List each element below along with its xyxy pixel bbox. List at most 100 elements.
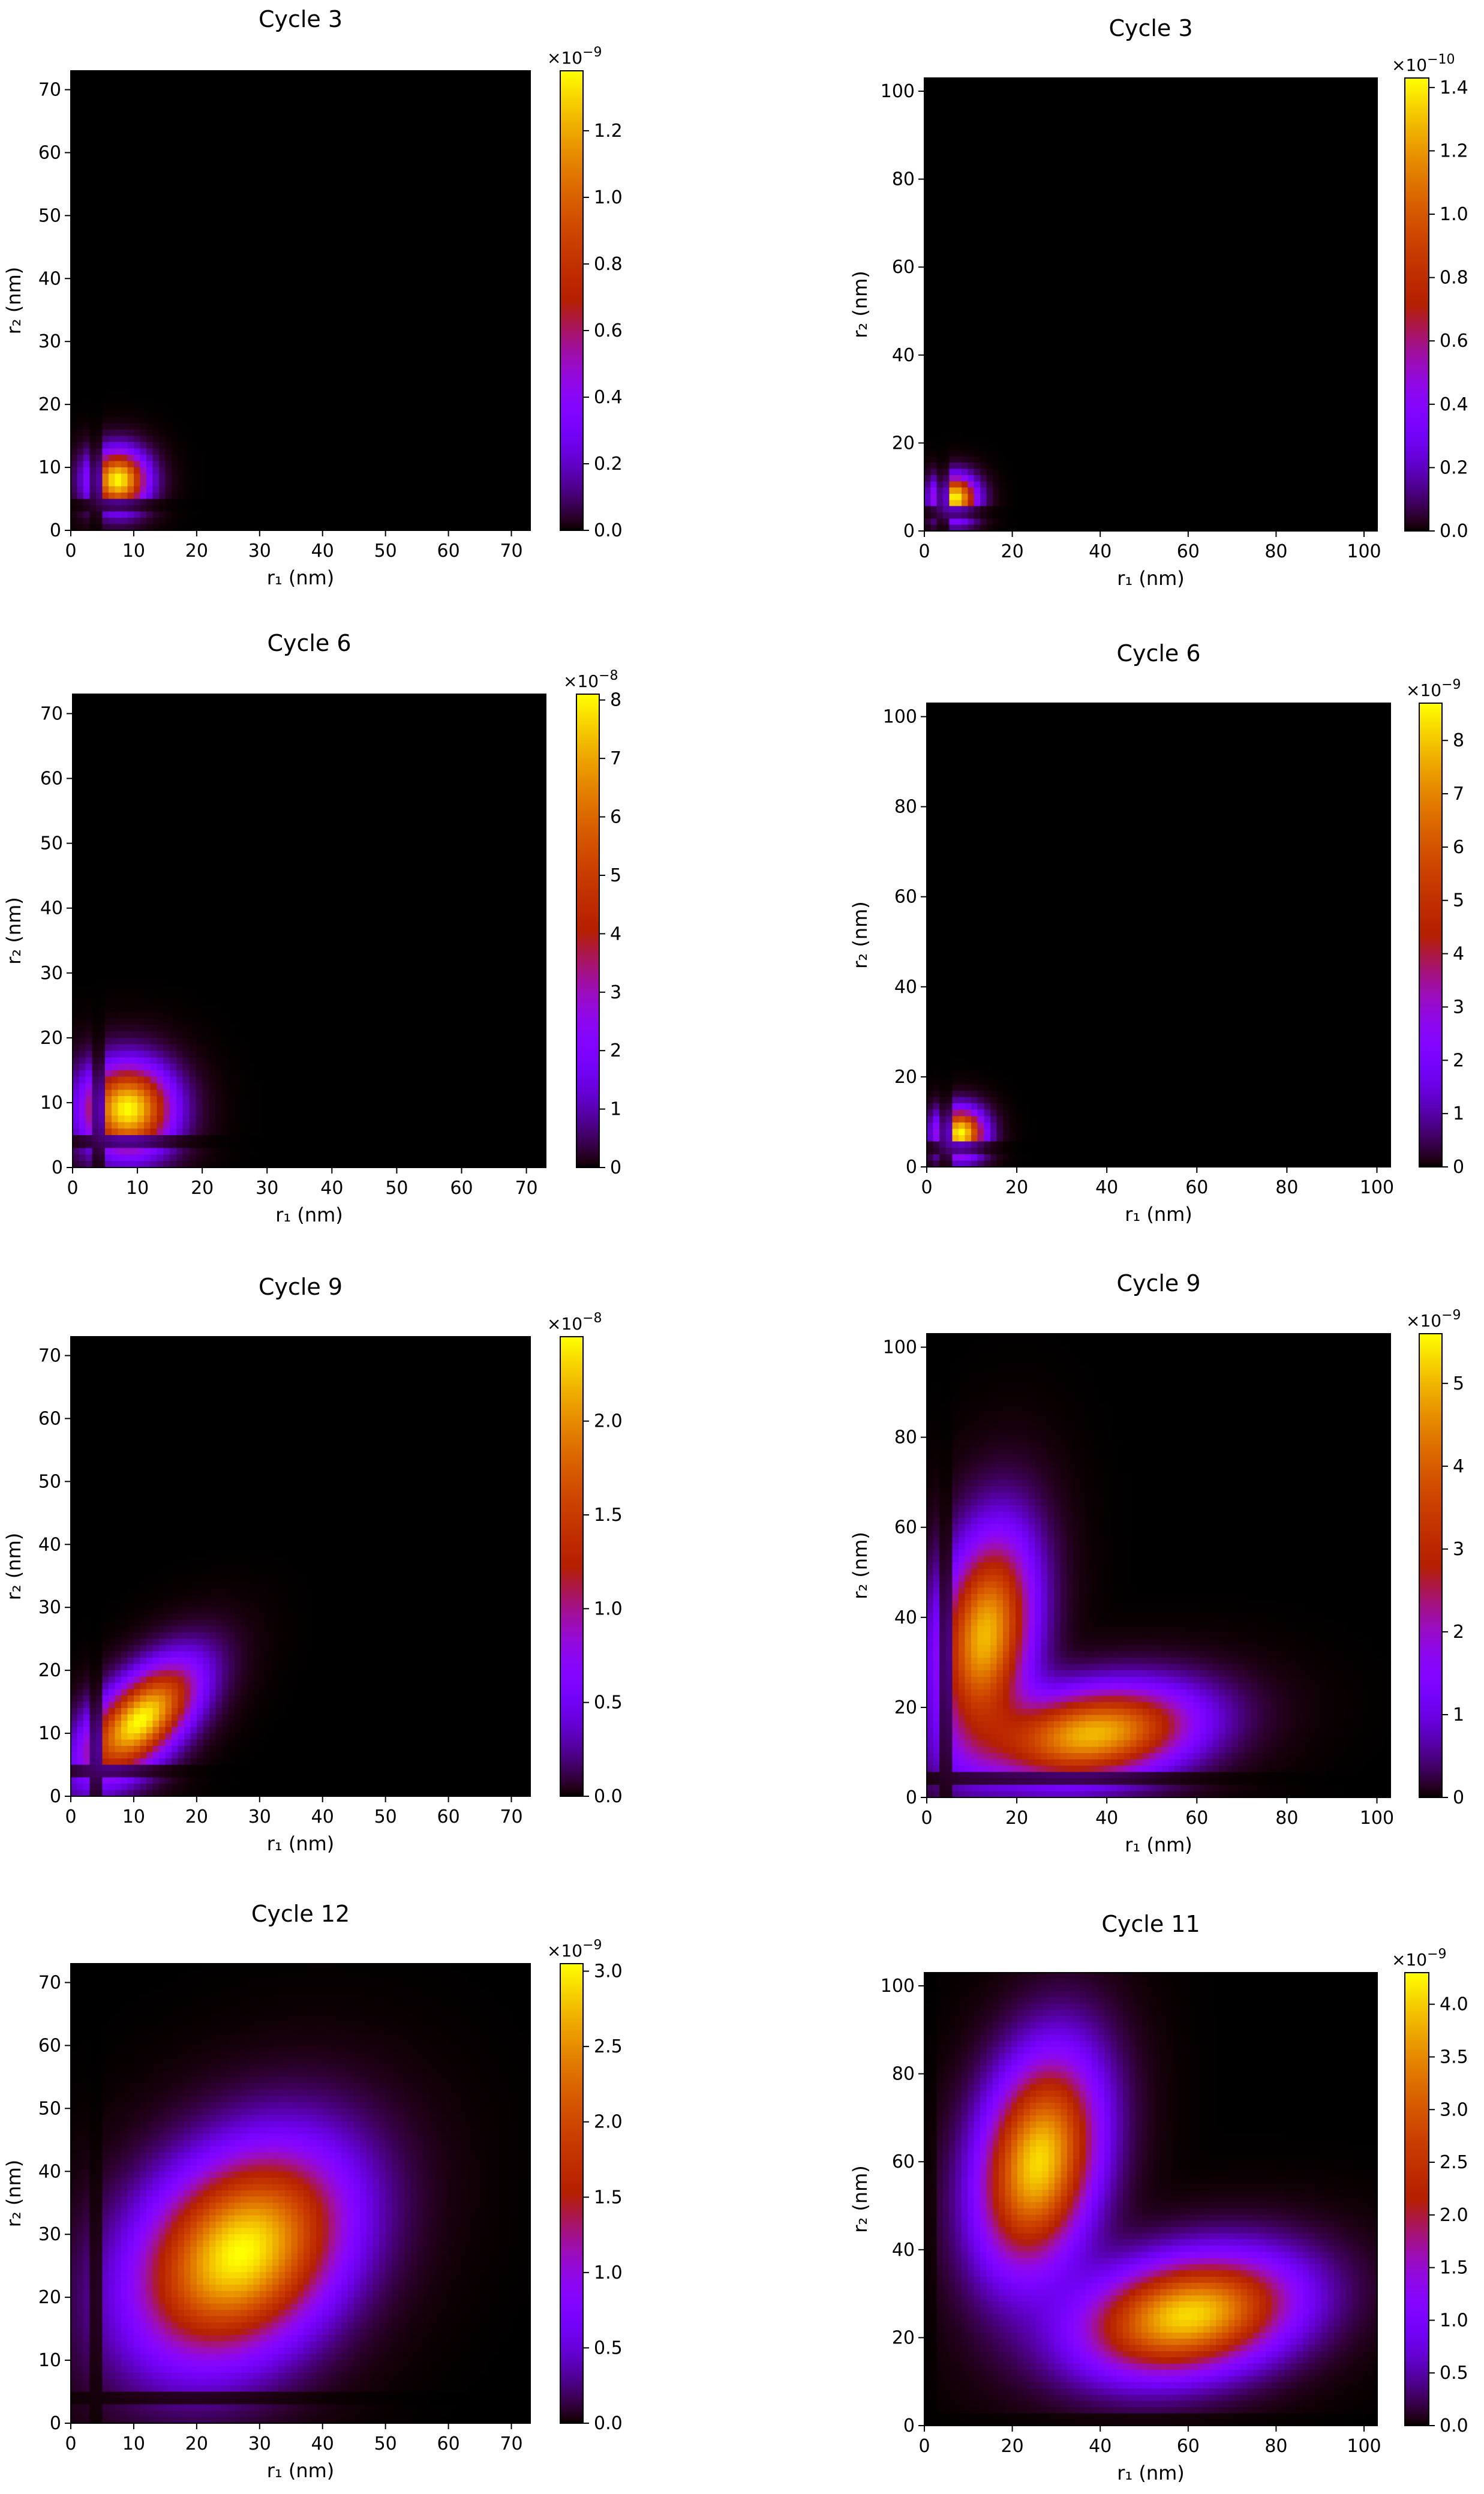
- colorbar-frame: [560, 1336, 584, 1797]
- y-tick-label: 50: [38, 2098, 61, 2119]
- multiplier-base: ×10: [547, 48, 582, 68]
- x-tick-label: 70: [500, 1806, 522, 1827]
- x-tick-label: 80: [1264, 541, 1287, 562]
- chart-title: Cycle 3: [1109, 15, 1192, 41]
- y-tick-label: 40: [894, 1607, 917, 1628]
- colorbar-tick-label: 1: [1453, 1103, 1464, 1124]
- x-tick-label: 50: [374, 541, 397, 562]
- x-tick-label: 0: [918, 541, 930, 562]
- x-tick-label: 40: [311, 1806, 334, 1827]
- colorbar-tick-label: 3: [1453, 997, 1464, 1018]
- x-axis-label: r₁ (nm): [267, 2459, 335, 2482]
- x-tick-label: 30: [248, 1806, 271, 1827]
- y-tick-label: 60: [40, 769, 63, 790]
- colorbar-tick-label: 3: [610, 982, 621, 1003]
- heatmap-image: [71, 1964, 530, 2423]
- plot-frame: [70, 1963, 531, 2424]
- y-tick-label: 40: [38, 268, 61, 289]
- x-tick-label: 20: [1001, 2436, 1024, 2457]
- colorbar-tick-label: 5: [1453, 1373, 1464, 1394]
- x-tick-label: 0: [921, 1808, 932, 1829]
- plot-frame: [924, 77, 1378, 532]
- y-tick-label: 30: [38, 1597, 61, 1618]
- x-tick-label: 10: [122, 1806, 145, 1827]
- plot-frame: [70, 1336, 531, 1797]
- colorbar-tick-label: 0.6: [594, 320, 623, 341]
- y-axis-label: r₂ (nm): [849, 901, 872, 969]
- colorbar-tick-label: 3.5: [1440, 2046, 1468, 2067]
- multiplier-exponent: −9: [582, 1938, 602, 1953]
- heatmap-image: [924, 78, 1377, 531]
- x-tick-label: 20: [185, 1806, 208, 1827]
- x-axis-label: r₁ (nm): [1117, 567, 1185, 590]
- x-tick-label: 60: [1177, 541, 1200, 562]
- heatmap-image: [927, 1334, 1390, 1797]
- colorbar-tick-label: 0.2: [1440, 457, 1468, 478]
- y-tick-label: 10: [38, 1723, 61, 1744]
- multiplier-base: ×10: [1392, 1950, 1427, 1970]
- colorbar-tick-label: 6: [1453, 837, 1464, 858]
- multiplier-exponent: −9: [1441, 677, 1461, 692]
- x-tick-label: 10: [122, 541, 145, 562]
- colorbar-tick-label: 0.8: [1440, 268, 1468, 289]
- colorbar-tick-label: 1.2: [1440, 140, 1468, 161]
- colorbar-tick-label: 0: [610, 1157, 621, 1178]
- colorbar-tick-label: 8: [610, 690, 621, 711]
- x-tick-label: 100: [1347, 541, 1381, 562]
- plot-frame: [926, 703, 1391, 1168]
- x-tick-label: 60: [437, 541, 459, 562]
- colorbar-tick-label: 0.0: [1440, 521, 1468, 542]
- y-tick-label: 100: [883, 707, 917, 728]
- chart-title: Cycle 3: [259, 6, 343, 32]
- chart-title: Cycle 12: [251, 1901, 350, 1927]
- plot-frame: [70, 70, 531, 531]
- y-tick-label: 40: [892, 345, 915, 366]
- colorbar-tick-label: 0.0: [594, 2413, 623, 2434]
- x-tick-label: 20: [191, 1178, 214, 1199]
- colorbar-tick-label: 4: [1453, 944, 1464, 965]
- y-tick-label: 20: [38, 394, 61, 415]
- colorbar-frame: [1419, 703, 1443, 1168]
- colorbar: [1419, 1334, 1442, 1797]
- y-tick-label: 10: [38, 2350, 61, 2371]
- colorbar-tick-label: 1.4: [1440, 77, 1468, 98]
- y-tick-label: 50: [38, 1471, 61, 1492]
- colorbar-tick-label: 4: [610, 923, 621, 944]
- colorbar-frame: [1404, 1972, 1429, 2426]
- y-tick-label: 10: [40, 1093, 63, 1114]
- colorbar-tick-label: 0.6: [1440, 331, 1468, 352]
- colorbar-tick-label: 0.0: [594, 520, 623, 541]
- colorbar-tick-label: 6: [610, 807, 621, 828]
- y-tick-label: 50: [38, 205, 61, 226]
- colorbar: [560, 1964, 583, 2423]
- multiplier-base: ×10: [547, 1941, 582, 1961]
- colorbar-tick-label: 1.0: [594, 1598, 623, 1619]
- multiplier-base: ×10: [563, 671, 599, 691]
- colorbar-tick-label: 1.5: [594, 2187, 623, 2208]
- colorbar: [1405, 1973, 1429, 2426]
- x-tick-label: 60: [450, 1178, 473, 1199]
- x-tick-label: 60: [437, 2433, 459, 2454]
- colorbar-tick-label: 2: [1453, 1050, 1464, 1071]
- plot-frame: [72, 694, 546, 1168]
- x-tick-label: 50: [374, 1806, 397, 1827]
- colorbar-tick-label: 0: [1453, 1157, 1464, 1178]
- x-tick-label: 10: [126, 1178, 149, 1199]
- colorbar-tick-label: 4: [1453, 1456, 1464, 1477]
- x-tick-label: 80: [1275, 1177, 1298, 1198]
- y-tick-label: 0: [903, 2415, 915, 2436]
- y-tick-label: 100: [881, 1976, 915, 1997]
- colorbar-frame: [576, 694, 600, 1168]
- colorbar-tick-label: 0.0: [1440, 2415, 1468, 2436]
- colorbar-tick-label: 1: [610, 1099, 621, 1120]
- y-tick-label: 20: [892, 2327, 915, 2348]
- multiplier-base: ×10: [1406, 680, 1441, 700]
- colorbar-multiplier: ×10−8: [547, 1311, 602, 1334]
- y-tick-label: 60: [38, 142, 61, 163]
- y-tick-label: 40: [892, 2240, 915, 2261]
- x-tick-label: 20: [185, 541, 208, 562]
- x-tick-label: 20: [1005, 1177, 1028, 1198]
- y-tick-label: 70: [38, 1345, 61, 1366]
- y-tick-label: 20: [38, 2287, 61, 2308]
